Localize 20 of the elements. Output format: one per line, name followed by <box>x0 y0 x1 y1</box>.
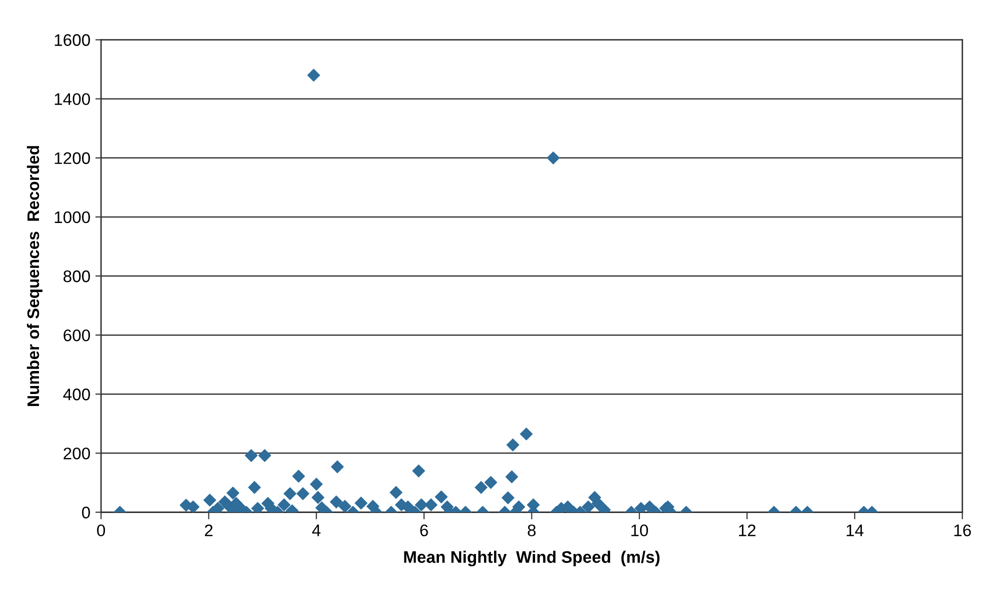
y-tick-label: 1000 <box>54 211 90 224</box>
x-tick-label: 12 <box>739 524 756 536</box>
x-tick-label: 16 <box>954 524 971 536</box>
y-tick-label: 1400 <box>54 93 90 106</box>
x-tick-label: 14 <box>846 524 864 536</box>
y-tick-label: 200 <box>64 448 90 460</box>
y-tick-label: 800 <box>64 270 90 282</box>
x-tick-label: 6 <box>420 524 428 536</box>
y-axis-title: Number of Sequences Recorded <box>26 146 42 406</box>
x-tick-label: 10 <box>631 524 648 536</box>
y-tick-label: 600 <box>64 329 90 342</box>
x-tick-label: 0 <box>97 524 106 536</box>
y-tick-label: 1200 <box>54 152 90 164</box>
x-tick-label: 2 <box>204 524 213 536</box>
x-tick-label: 4 <box>312 524 321 536</box>
y-tick-label: 400 <box>63 388 90 400</box>
y-tick-label: 0 <box>82 506 90 518</box>
x-tick-label: 8 <box>528 524 536 536</box>
y-tick-label: 1600 <box>54 34 90 46</box>
x-axis-title: Mean Nightly Wind Speed (m/s) <box>404 550 660 566</box>
